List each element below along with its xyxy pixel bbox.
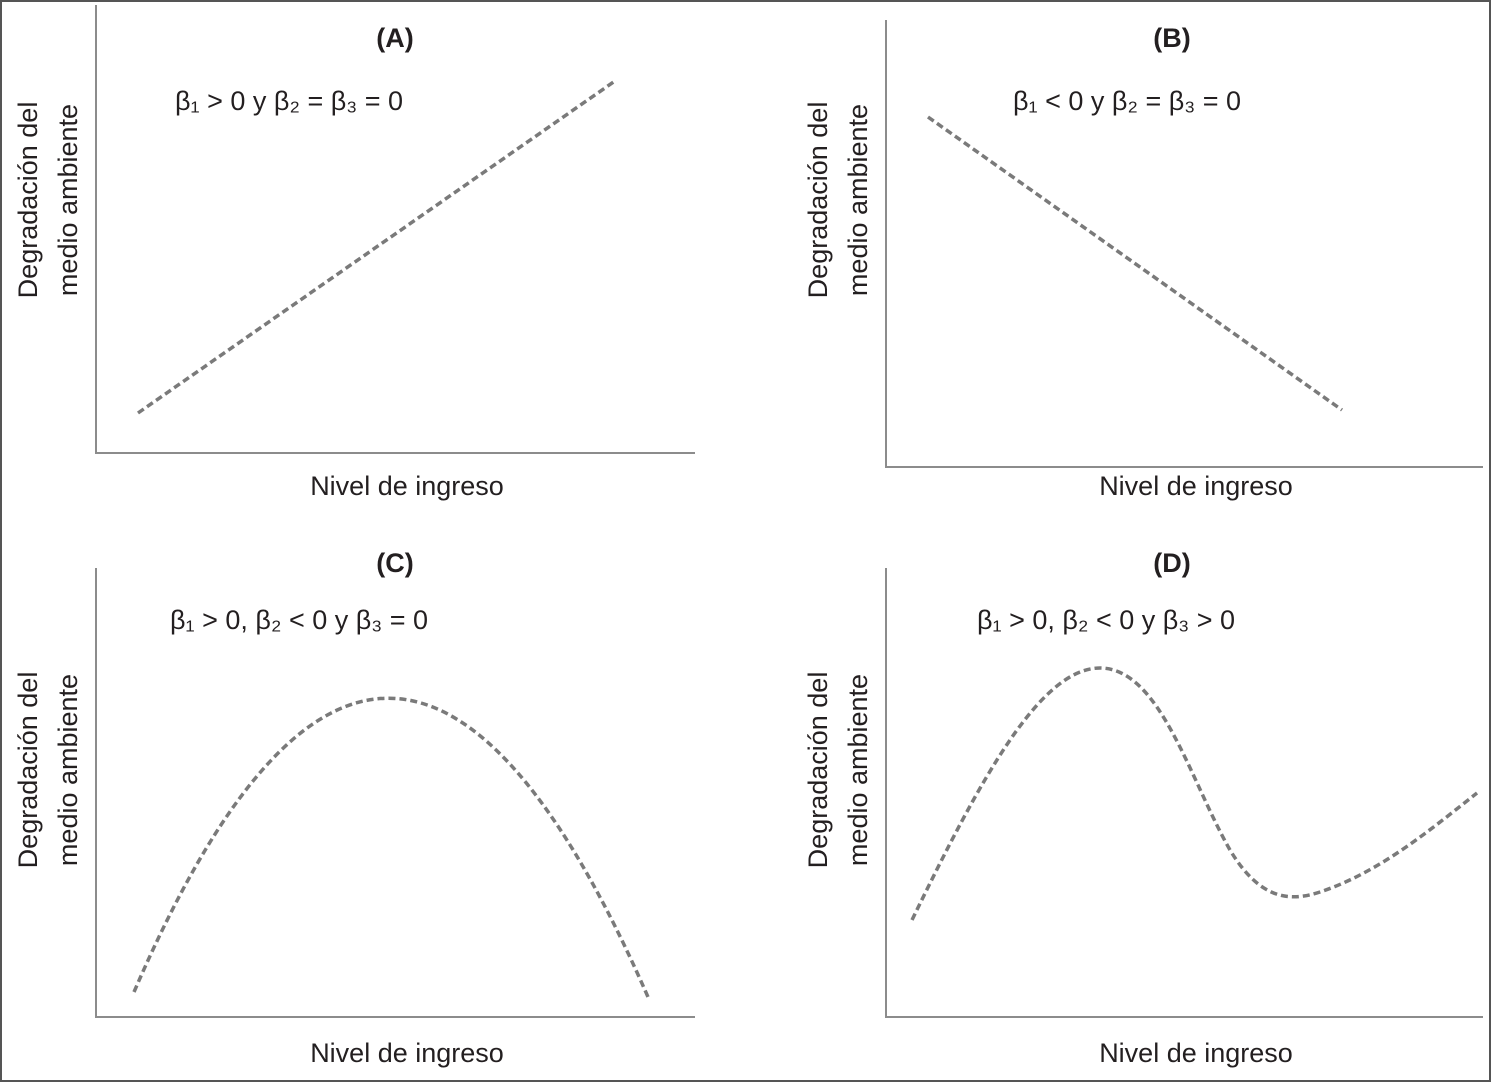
panel-title: (B) — [1153, 23, 1190, 53]
x-label: Nivel de ingreso — [1099, 471, 1293, 501]
y-label: Degradación del — [13, 672, 43, 869]
panel-b: (B) β₁ < 0 y β₂ = β₃ = 0 Degradación del… — [803, 20, 1483, 501]
y-label: Degradación del — [803, 672, 833, 869]
y-label: medio ambiente — [843, 104, 873, 296]
panel-title: (A) — [376, 23, 413, 53]
axes — [885, 20, 1483, 468]
curve — [137, 79, 616, 415]
axes — [885, 568, 1483, 1018]
x-label: Nivel de ingreso — [310, 1038, 504, 1068]
panel-title: (D) — [1153, 548, 1190, 578]
y-label: medio ambiente — [53, 674, 83, 866]
y-label: medio ambiente — [53, 104, 83, 296]
annotation: β₁ < 0 y β₂ = β₃ = 0 — [1013, 86, 1241, 116]
x-label: Nivel de ingreso — [310, 471, 504, 501]
axes — [95, 5, 695, 454]
curve — [910, 666, 1479, 921]
y-label: medio ambiente — [843, 674, 873, 866]
panel-title: (C) — [376, 548, 413, 578]
x-label: Nivel de ingreso — [1099, 1038, 1293, 1068]
annotation: β₁ > 0, β₂ < 0 y β₃ = 0 — [170, 605, 428, 635]
y-label: Degradación del — [13, 102, 43, 299]
y-label: Degradación del — [803, 102, 833, 299]
annotation: β₁ > 0, β₂ < 0 y β₃ > 0 — [977, 605, 1235, 635]
curve — [926, 115, 1344, 412]
axes — [95, 568, 695, 1018]
panel-a: (A) β₁ > 0 y β₂ = β₃ = 0 Degradación del… — [13, 5, 695, 501]
curve — [132, 696, 650, 998]
panel-d: (D) β₁ > 0, β₂ < 0 y β₃ > 0 Degradación … — [803, 548, 1483, 1068]
panel-c: (C) β₁ > 0, β₂ < 0 y β₃ = 0 Degradación … — [13, 548, 695, 1068]
annotation: β₁ > 0 y β₂ = β₃ = 0 — [175, 86, 403, 116]
